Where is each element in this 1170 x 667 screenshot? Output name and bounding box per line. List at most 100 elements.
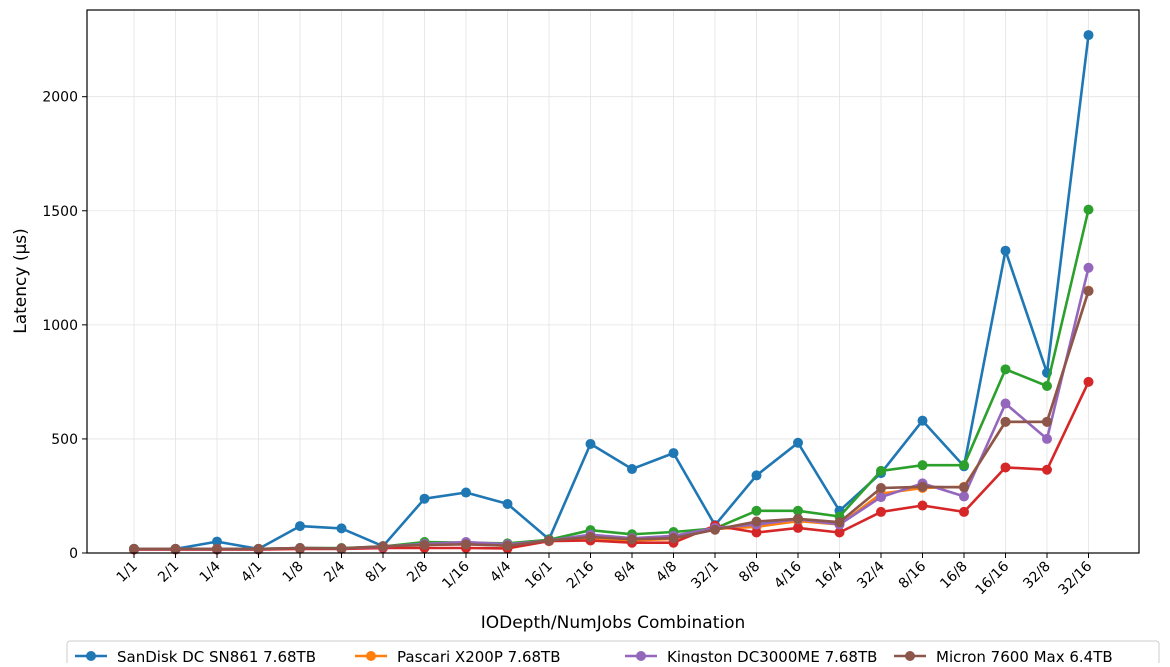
- data-point: [627, 464, 637, 475]
- legend-label: Micron 7600 Max 6.4TB: [936, 648, 1113, 663]
- data-point: [876, 465, 886, 476]
- x-tick-label: 8/4: [612, 558, 639, 585]
- x-tick-label: 4/1: [238, 559, 265, 586]
- x-tick-label: 4/8: [653, 559, 680, 586]
- legend-swatch-marker: [636, 651, 646, 661]
- x-tick-label: 1/1: [114, 559, 141, 586]
- x-tick-label: 2/8: [404, 559, 431, 586]
- x-tick-label: 16/4: [813, 558, 847, 592]
- y-axis-label: Latency (µs): [11, 228, 31, 334]
- data-point: [1083, 262, 1094, 273]
- x-tick-label: 2/4: [321, 558, 348, 585]
- data-point: [876, 492, 886, 503]
- data-point: [751, 527, 762, 538]
- x-axis-label: IODepth/NumJobs Combination: [481, 613, 746, 633]
- legend-label: SanDisk DC SN861 7.68TB: [117, 648, 316, 663]
- legend-item: Kingston DC3000ME 7.68TB: [625, 648, 877, 666]
- data-point: [627, 534, 637, 545]
- data-point: [834, 517, 845, 528]
- data-point: [917, 415, 928, 426]
- data-point: [1083, 376, 1094, 387]
- legend: SanDisk DC SN861 7.68TB Pascari X200P 7.6…: [66, 640, 1160, 667]
- x-tick-label: 32/16: [1055, 558, 1095, 598]
- data-point: [751, 470, 762, 481]
- data-point: [959, 460, 969, 471]
- data-point: [793, 505, 803, 516]
- data-point: [295, 542, 305, 553]
- plot-background: [87, 10, 1139, 553]
- data-point: [419, 540, 430, 551]
- data-point: [336, 543, 347, 554]
- data-point: [959, 482, 969, 493]
- series-line: [134, 290, 1090, 551]
- data-point: [419, 493, 430, 504]
- data-point: [585, 532, 596, 543]
- series-group: [129, 286, 1094, 554]
- y-tick-label: 1500: [42, 204, 78, 220]
- data-point: [1083, 204, 1094, 215]
- data-point: [129, 543, 139, 554]
- data-point: [1000, 462, 1011, 473]
- x-tick-label: 2/16: [564, 558, 598, 592]
- data-point: [336, 523, 347, 534]
- x-tick-label: 2/1: [155, 559, 182, 586]
- data-point: [461, 539, 471, 550]
- y-tick-label: 1000: [42, 318, 78, 334]
- data-point: [876, 482, 886, 493]
- legend-label: Pascari X200P 7.68TB: [397, 648, 561, 663]
- legend-item: SanDisk DC SN861 7.68TB: [75, 648, 316, 666]
- data-point: [751, 516, 762, 527]
- data-point: [378, 541, 388, 552]
- data-point: [751, 505, 762, 516]
- data-point: [1042, 380, 1052, 391]
- x-tick-label: 8/8: [736, 559, 763, 586]
- series-lines: [129, 30, 1094, 555]
- legend-swatch-marker: [86, 651, 96, 661]
- x-tick-label: 16/8: [937, 559, 971, 593]
- data-point: [1083, 30, 1094, 41]
- data-point: [668, 533, 679, 544]
- data-point: [917, 500, 928, 511]
- data-point: [1083, 286, 1094, 297]
- x-tick-label: 4/16: [771, 558, 805, 592]
- data-point: [917, 460, 928, 471]
- data-point: [1000, 416, 1011, 427]
- legend-swatch-marker: [905, 651, 915, 661]
- y-tick-label: 500: [51, 432, 78, 448]
- data-point: [212, 536, 222, 547]
- data-point: [253, 543, 264, 554]
- legend-item: Pascari X200P 7.68TB: [355, 648, 561, 666]
- x-tick-label: 4/4: [487, 558, 514, 585]
- data-point: [959, 491, 969, 502]
- data-point: [793, 513, 803, 524]
- data-point: [212, 543, 222, 554]
- data-point: [502, 498, 513, 509]
- data-point: [959, 506, 969, 517]
- data-point: [170, 543, 181, 554]
- y-tick-label: 0: [69, 546, 78, 562]
- legend-box: [66, 640, 1160, 667]
- x-tick-label: 8/16: [896, 558, 930, 592]
- plot-frame: [86, 9, 1140, 554]
- data-point: [585, 438, 596, 449]
- x-tick-label: 1/4: [197, 558, 224, 585]
- legend-label: Kingston DC3000ME 7.68TB: [667, 648, 877, 663]
- data-point: [876, 506, 886, 517]
- data-point: [917, 481, 928, 492]
- y-tick-label: 2000: [42, 90, 78, 106]
- legend-swatch-marker: [366, 651, 376, 661]
- x-tick-label: 8/1: [363, 559, 390, 586]
- data-point: [793, 522, 803, 533]
- data-point: [502, 540, 513, 551]
- x-tick-label: 32/1: [688, 559, 722, 593]
- data-point: [544, 535, 554, 546]
- x-tick-label: 32/4: [854, 558, 888, 592]
- data-point: [1042, 416, 1052, 427]
- x-tick-label: 32/8: [1020, 559, 1054, 593]
- data-point: [1000, 245, 1011, 256]
- data-point: [1000, 364, 1011, 375]
- legend-item: Micron 7600 Max 6.4TB: [894, 648, 1113, 666]
- data-point: [668, 448, 679, 459]
